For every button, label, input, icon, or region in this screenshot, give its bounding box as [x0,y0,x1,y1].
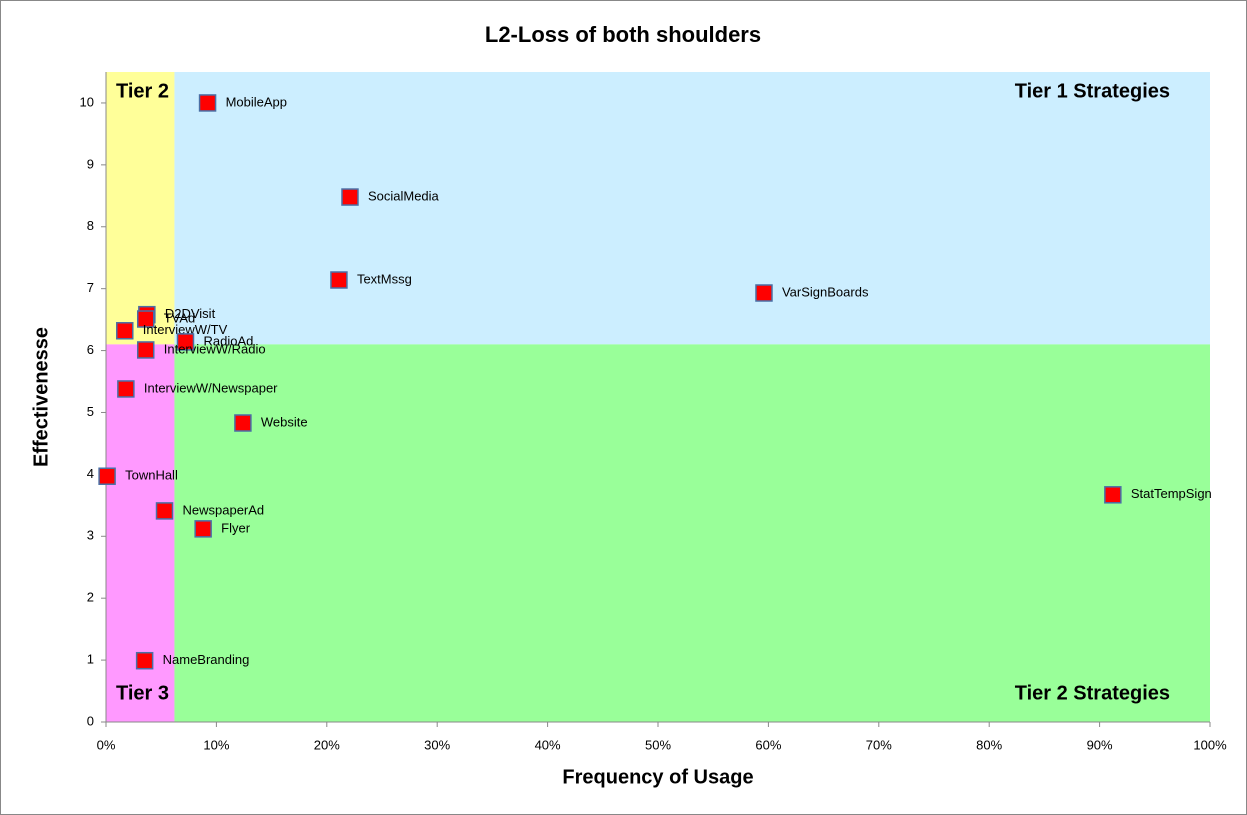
point-label: StatTempSign [1131,486,1212,501]
point-label: InterviewW/Radio [164,341,266,356]
point-label: NameBranding [163,652,250,667]
y-tick-label: 10 [80,94,94,109]
point [136,341,155,359]
y-tick-label: 6 [87,342,94,357]
x-tick-label: 40% [535,737,561,752]
x-tick-label: 80% [976,737,1002,752]
point [341,188,359,206]
point-label: InterviewW/TV [143,322,228,337]
x-tick-label: 20% [314,737,340,752]
point-label: NewspaperAd [183,502,265,517]
point [155,502,174,520]
x-tick-label: 90% [1087,737,1113,752]
region-label: Tier 2 Strategies [1015,682,1170,704]
point-label: TextMssg [357,271,412,286]
region-label: Tier 1 Strategies [1015,80,1170,102]
point [176,333,195,351]
point-label: InterviewW/Newspaper [144,380,278,395]
point-label: MobileApp [226,94,287,109]
point-label: RadioAd [203,333,253,348]
y-tick-label: 7 [87,280,94,295]
x-tick-label: 50% [645,737,671,752]
point-label: Flyer [221,520,251,535]
point [1104,486,1122,504]
x-tick-label: 60% [755,737,781,752]
y-tick-label: 5 [87,404,94,419]
point-label: SocialMedia [368,188,440,203]
x-tick-label: 10% [203,737,229,752]
y-tick-label: 9 [87,156,94,171]
region [174,344,1210,722]
point [116,322,134,340]
y-tick-label: 3 [87,528,94,543]
point-label: VarSignBoards [782,284,869,299]
x-tick-label: 70% [866,737,892,752]
x-tick-label: 30% [424,737,450,752]
point-label: Website [261,414,308,429]
point-label: D2DVisit [165,306,216,321]
points: MobileApp SocialMedia TextMssg VarSignBoard… [98,94,1212,670]
y-tick-label: 0 [87,713,94,728]
y-axis-title: Effectivenesse [30,327,52,467]
chart-title: L2-Loss of both shoulders [485,22,761,47]
point [234,414,252,432]
y-tick-label: 1 [87,652,94,667]
point [117,380,135,398]
point-label: TVAd [164,310,196,325]
point [98,467,116,485]
point [330,271,348,289]
point [136,310,155,328]
point [135,651,154,670]
point [755,284,773,302]
x-tick-label: 0% [97,737,116,752]
x-tick-label: 100% [1193,737,1227,752]
region [174,72,1210,345]
y-tick-label: 8 [87,218,94,233]
region [106,72,175,345]
y-tick-label: 4 [87,466,94,481]
y-tick-label: 2 [87,590,94,605]
point-label: TownHall [125,468,178,483]
x-axis-title: Frequency of Usage [562,766,753,788]
point [198,94,217,112]
point [194,520,212,538]
